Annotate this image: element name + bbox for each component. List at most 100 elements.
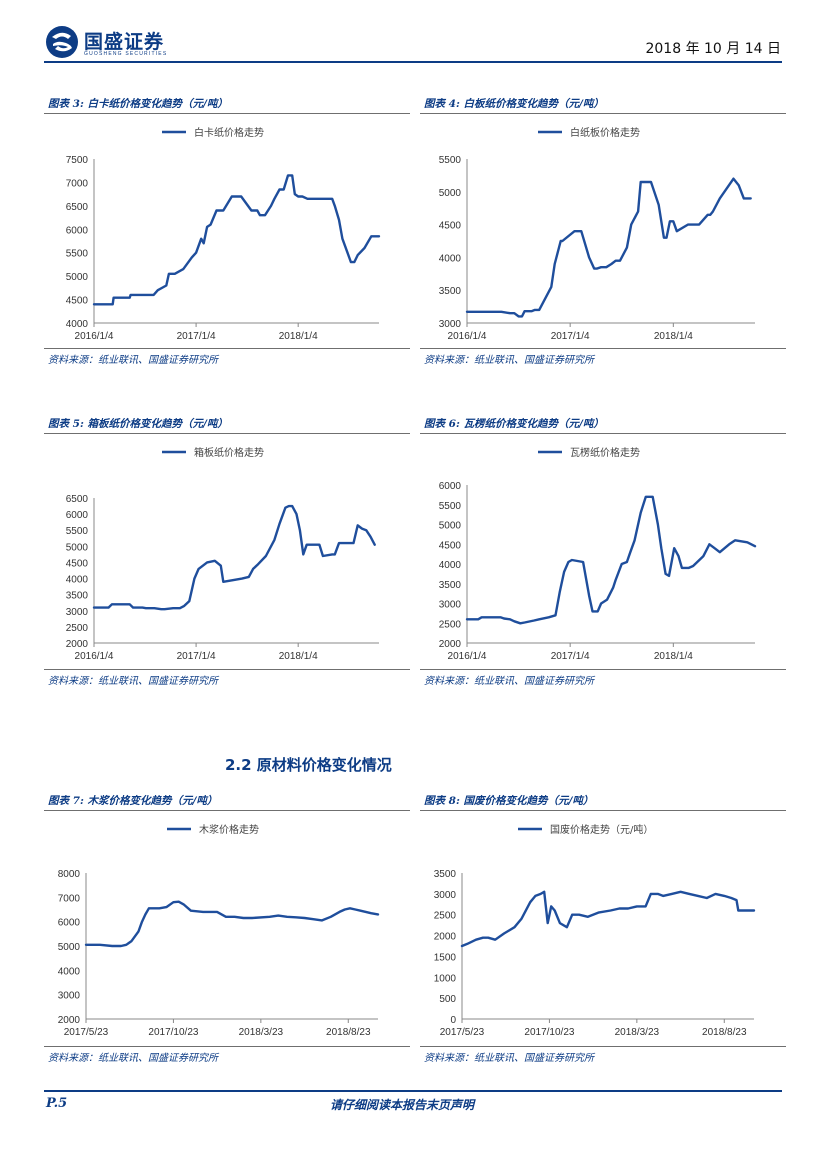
legend-label: 白卡纸价格走势: [194, 126, 264, 139]
y-tick-label: 6500: [66, 202, 89, 213]
y-tick-label: 5500: [66, 249, 89, 260]
logo-chinese-name: 国盛证券: [84, 31, 165, 53]
figure-title-divider: [44, 433, 410, 434]
y-tick-label: 3000: [434, 890, 457, 901]
y-tick-label: 5000: [66, 272, 89, 283]
y-tick-label: 3500: [439, 580, 462, 591]
x-tick-label: 2018/1/4: [654, 331, 693, 342]
figure-source-divider: [44, 669, 410, 670]
x-tick-label: 2018/3/23: [615, 1027, 660, 1038]
figure-title: 图表 5: 箱板纸价格变化趋势（元/吨）: [48, 418, 228, 430]
x-tick-label: 2018/8/23: [702, 1027, 747, 1038]
logo-english-name: GUOSHENG SECURITIES: [84, 51, 168, 57]
y-tick-label: 3500: [434, 869, 457, 880]
y-tick-label: 5000: [58, 942, 81, 953]
series-line: [460, 890, 756, 948]
company-logo: 国盛证券 GUOSHENG SECURITIES: [44, 24, 184, 60]
y-tick-label: 4500: [66, 296, 89, 307]
figure-title: 图表 6: 瓦楞纸价格变化趋势（元/吨）: [424, 418, 604, 430]
x-tick-label: 2018/1/4: [654, 651, 693, 662]
series-line: [465, 495, 757, 625]
y-tick-label: 7000: [66, 178, 89, 189]
figure-source-divider: [420, 1046, 786, 1047]
series-line: [465, 177, 752, 318]
y-tick-label: 6000: [58, 918, 81, 929]
y-tick-label: 7500: [66, 155, 89, 166]
figure-title-divider: [44, 810, 410, 811]
y-tick-label: 1500: [434, 952, 457, 963]
figure-title: 图表 8: 国废价格变化趋势（元/吨）: [424, 795, 594, 807]
x-tick-label: 2018/8/23: [326, 1027, 371, 1038]
figure-source: 资料来源：纸业联讯、国盛证券研究所: [48, 1053, 218, 1064]
line-chart-wood-pulp: 木浆价格走势 2000 3000 4000 5000 6000 7000 8000 2017/5…: [58, 823, 380, 1038]
report-date: 2018 年 10 月 14 日: [645, 41, 781, 57]
y-tick-label: 500: [439, 994, 456, 1005]
y-tick-label: 4500: [439, 221, 462, 232]
y-tick-label: 5500: [66, 526, 89, 537]
legend-label: 箱板纸价格走势: [194, 446, 264, 459]
figure-source: 资料来源：纸业联讯、国盛证券研究所: [424, 676, 594, 687]
figure-source: 资料来源：纸业联讯、国盛证券研究所: [424, 355, 594, 366]
x-tick-label: 2017/10/23: [148, 1027, 198, 1038]
y-tick-label: 2500: [66, 623, 89, 634]
section-heading: 2.2 原材料价格变化情况: [225, 756, 392, 774]
x-tick-label: 2016/1/4: [448, 651, 487, 662]
figure-title-divider: [420, 433, 786, 434]
x-tick-label: 2016/1/4: [75, 651, 114, 662]
series-line: [92, 174, 381, 306]
figure-source-divider: [420, 669, 786, 670]
y-tick-label: 3000: [66, 607, 89, 618]
y-tick-label: 3000: [439, 600, 462, 611]
y-tick-label: 1000: [434, 973, 457, 984]
y-tick-label: 6000: [66, 225, 89, 236]
x-tick-label: 2017/1/4: [177, 651, 216, 662]
x-tick-label: 2018/1/4: [279, 331, 318, 342]
line-chart-domestic-waste-paper: 国废价格走势（元/吨） 0 500 1000 1500 2000 2500 3000 3500 2…: [434, 823, 756, 1038]
y-tick-label: 4000: [58, 966, 81, 977]
y-tick-label: 3500: [66, 591, 89, 602]
line-chart-white-board: 白纸板价格走势 3000 3500 4000 4500 5000 5500 2016/1/4 2…: [439, 126, 755, 342]
y-tick-label: 4500: [439, 540, 462, 551]
y-tick-label: 4000: [66, 575, 89, 586]
x-tick-label: 2017/5/23: [64, 1027, 109, 1038]
y-tick-label: 3000: [439, 319, 462, 330]
y-tick-label: 0: [450, 1015, 456, 1026]
figure-source: 资料来源：纸业联讯、国盛证券研究所: [48, 676, 218, 687]
y-tick-label: 5500: [439, 155, 462, 166]
y-tick-label: 4000: [439, 253, 462, 264]
y-tick-label: 2000: [439, 639, 462, 650]
line-chart-corrugated: 瓦楞纸价格走势 2000 2500 3000 3500 4000 4500 5000 5500 6…: [439, 446, 757, 662]
figure-source: 资料来源：纸业联讯、国盛证券研究所: [424, 1053, 594, 1064]
figure-source-divider: [44, 348, 410, 349]
y-tick-label: 4000: [66, 319, 89, 330]
y-tick-label: 4500: [66, 558, 89, 569]
figure-source: 资料来源：纸业联讯、国盛证券研究所: [48, 355, 218, 366]
y-tick-label: 4000: [439, 560, 462, 571]
figure-title-divider: [420, 810, 786, 811]
figure-source-divider: [420, 348, 786, 349]
footer-divider: [44, 1090, 782, 1092]
figure-title: 图表 3: 白卡纸价格变化趋势（元/吨）: [48, 98, 228, 110]
y-tick-label: 2000: [434, 932, 457, 943]
figure-title-divider: [420, 113, 786, 114]
legend-label: 木浆价格走势: [199, 823, 259, 836]
y-tick-label: 3500: [439, 286, 462, 297]
y-tick-label: 5000: [439, 188, 462, 199]
x-tick-label: 2017/1/4: [551, 651, 590, 662]
y-tick-label: 6000: [66, 510, 89, 521]
x-tick-label: 2017/10/23: [524, 1027, 574, 1038]
figure-title: 图表 7: 木浆价格变化趋势（元/吨）: [48, 795, 218, 807]
legend-label: 国废价格走势（元/吨）: [550, 823, 653, 836]
y-tick-label: 2500: [439, 619, 462, 630]
y-tick-label: 3000: [58, 991, 81, 1002]
y-tick-label: 6000: [439, 481, 462, 492]
y-tick-label: 5000: [66, 542, 89, 553]
page-number: P.5: [46, 1096, 68, 1111]
y-tick-label: 6500: [66, 494, 89, 505]
disclaimer-note: 请仔细阅读本报告末页声明: [330, 1098, 475, 1112]
x-tick-label: 2016/1/4: [448, 331, 487, 342]
logo-emblem-icon: [46, 26, 78, 58]
figure-title: 图表 4: 白板纸价格变化趋势（元/吨）: [424, 98, 604, 110]
x-tick-label: 2017/5/23: [440, 1027, 485, 1038]
figure-title-divider: [44, 113, 410, 114]
